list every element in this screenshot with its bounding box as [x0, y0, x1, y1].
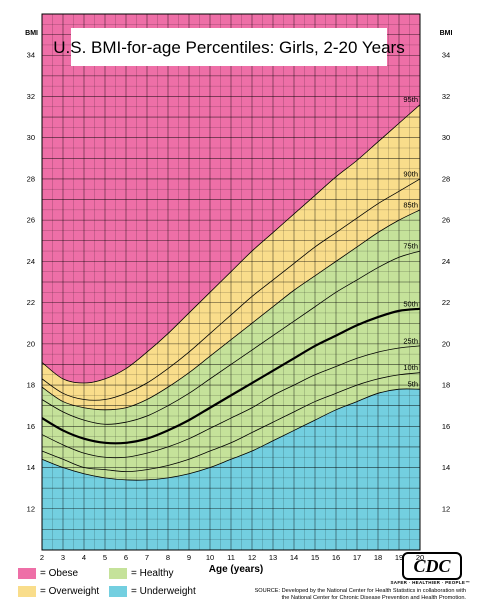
x-tick-label: 14 — [290, 553, 298, 562]
y-tick-label-right: 34 — [442, 51, 450, 60]
legend-obese: = Obese — [18, 568, 78, 579]
x-tick-label: 19 — [395, 553, 403, 562]
y-tick-label-right: 18 — [442, 381, 450, 390]
healthy-swatch — [109, 568, 127, 579]
y-tick-label-right: 22 — [442, 298, 450, 307]
curve-50th — [41, 307, 421, 445]
legend-underweight: = Underweight — [109, 586, 196, 597]
y-tick-label-left: 12 — [27, 504, 35, 513]
curve-label-90th: 90th — [403, 169, 418, 178]
chart-title: U.S. BMI-for-age Percentiles: Girls, 2-2… — [53, 38, 404, 57]
x-tick-label: 5 — [103, 553, 107, 562]
legend-underweight-label: = Underweight — [131, 586, 196, 597]
x-tick-label: 11 — [227, 553, 235, 562]
x-tick-label: 2 — [40, 553, 44, 562]
y-tick-label-right: 20 — [442, 339, 450, 348]
source-note: SOURCE: Developed by the National Center… — [254, 588, 466, 601]
curve-25th — [41, 345, 421, 459]
curve-label-5th: 5th — [408, 380, 418, 389]
y-tick-label-right: 24 — [442, 257, 450, 266]
y-tick-label-left: 30 — [27, 133, 35, 142]
x-tick-label: 3 — [61, 553, 65, 562]
y-tick-label-left: 22 — [27, 298, 35, 307]
legend-healthy-label: = Healthy — [131, 568, 174, 579]
x-tick-label: 12 — [248, 553, 256, 562]
y-tick-label-right: 12 — [442, 504, 450, 513]
x-tick-label: 7 — [145, 553, 149, 562]
y-tick-label-left: 28 — [27, 174, 35, 183]
x-tick-label: 6 — [124, 553, 128, 562]
x-tick-label: 16 — [332, 553, 340, 562]
legend-healthy: = Healthy — [109, 568, 174, 579]
plot-border — [41, 13, 421, 551]
title-box: U.S. BMI-for-age Percentiles: Girls, 2-2… — [53, 28, 405, 66]
y-tick-label-left: 18 — [27, 381, 35, 390]
y-axis-label-right: BMI — [440, 30, 453, 37]
x-tick-label: 13 — [269, 553, 277, 562]
y-tick-label-right: 30 — [442, 133, 450, 142]
curve-label-75th: 75th — [403, 242, 418, 251]
x-tick-label: 4 — [82, 553, 86, 562]
y-tick-label-right: 16 — [442, 422, 450, 431]
legend-overweight: = Overweight — [18, 586, 99, 597]
obese-swatch — [18, 568, 36, 579]
y-tick-label-right: 32 — [442, 92, 450, 101]
x-tick-label: 10 — [206, 553, 214, 562]
overweight-swatch — [18, 586, 36, 597]
y-tick-label-left: 24 — [27, 257, 35, 266]
x-axis-label: Age (years) — [209, 564, 263, 575]
x-tick-label: 17 — [353, 553, 361, 562]
curve-label-25th: 25th — [403, 336, 418, 345]
underweight-swatch — [109, 586, 127, 597]
y-tick-label-left: 14 — [27, 463, 35, 472]
y-tick-label-left: 34 — [27, 51, 35, 60]
y-tick-label-left: 20 — [27, 339, 35, 348]
x-tick-label: 15 — [311, 553, 319, 562]
y-axis-label-left: BMI — [25, 30, 38, 37]
curve-label-85th: 85th — [403, 200, 418, 209]
y-tick-label-left: 26 — [27, 216, 35, 225]
curve-95th — [41, 104, 421, 384]
y-tick-label-right: 26 — [442, 216, 450, 225]
curve-label-50th: 50th — [403, 299, 418, 308]
curve-75th — [41, 250, 421, 425]
curve-90th — [41, 178, 421, 401]
y-tick-label-left: 32 — [27, 92, 35, 101]
y-tick-label-left: 16 — [27, 422, 35, 431]
percentile-curves: 5th 10th 25th 50th 75th 85th 90th 95th — [41, 95, 421, 481]
curve-10th — [41, 372, 421, 473]
y-tick-label-right: 28 — [442, 174, 450, 183]
x-tick-label: 18 — [374, 553, 382, 562]
legend-overweight-label: = Overweight — [40, 586, 100, 597]
curve-label-10th: 10th — [403, 363, 418, 372]
curve-5th — [41, 388, 421, 481]
legend-obese-label: = Obese — [40, 568, 79, 579]
y-tick-label-right: 14 — [442, 463, 450, 472]
curve-85th — [41, 209, 421, 411]
x-tick-label: 9 — [187, 553, 191, 562]
legend: = Obese = Overweight = Healthy = Underwe… — [18, 566, 268, 606]
cdc-tagline: SAFER · HEALTHIER · PEOPLE™ — [390, 580, 470, 585]
cdc-logo: CDC — [402, 552, 462, 580]
curve-label-95th: 95th — [403, 95, 418, 104]
x-tick-label: 8 — [166, 553, 170, 562]
x-tick-label: 20 — [416, 553, 424, 562]
